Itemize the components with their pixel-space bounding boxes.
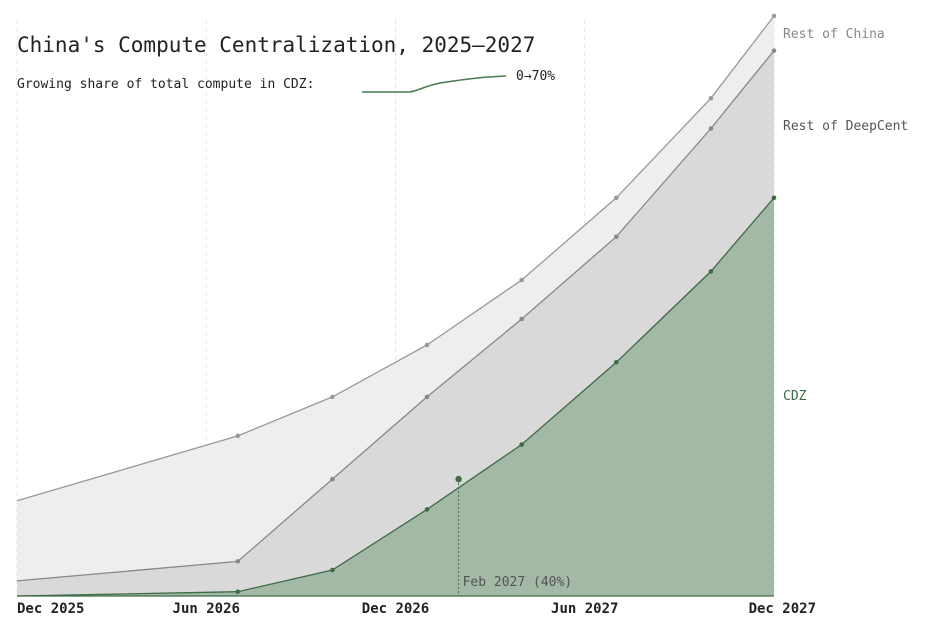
point-rest-of-china-1 bbox=[235, 433, 241, 439]
area-cdz bbox=[17, 197, 774, 597]
annotation-label: Feb 2027 (40%) bbox=[463, 575, 573, 590]
point-cdz-5 bbox=[613, 359, 619, 365]
x-tick-label: Dec 2025 bbox=[17, 601, 84, 617]
annotation-layer: Feb 2027 (40%) bbox=[455, 475, 573, 596]
point-cdz-3 bbox=[424, 507, 430, 512]
x-tick-label: Dec 2027 bbox=[749, 601, 816, 617]
line-rest-of-deepcent bbox=[16, 50, 775, 582]
point-rest-of-deepcent-2 bbox=[330, 476, 335, 482]
x-axis: Dec 2025 Jun 2026 Dec 2026 Jun 2027 Dec 2027 bbox=[17, 601, 816, 617]
point-rest-of-deepcent-5 bbox=[613, 234, 619, 240]
series-labels: CDZ Rest of DeepCent Rest of China bbox=[783, 27, 908, 404]
point-cdz-1 bbox=[235, 589, 241, 594]
point-rest-of-deepcent-7 bbox=[771, 48, 777, 53]
x-tick-label: Jun 2026 bbox=[173, 601, 240, 617]
point-rest-of-china-2 bbox=[330, 394, 335, 400]
area-layer bbox=[16, 15, 775, 597]
line-rest-of-china bbox=[16, 15, 775, 502]
line-cdz bbox=[16, 197, 775, 597]
series-label-cdz: CDZ bbox=[783, 389, 807, 404]
marker-layer bbox=[17, 13, 777, 597]
chart-subtitle: Growing share of total compute in CDZ: bbox=[17, 77, 314, 92]
point-rest-of-china-4 bbox=[519, 277, 524, 283]
annotation-point bbox=[455, 475, 462, 483]
point-rest-of-deepcent-6 bbox=[708, 126, 714, 131]
point-rest-of-deepcent-4 bbox=[519, 316, 524, 322]
subtitle-sparkline bbox=[362, 75, 507, 93]
point-rest-of-deepcent-1 bbox=[235, 559, 241, 564]
x-tick-label: Jun 2027 bbox=[551, 601, 618, 617]
point-cdz-2 bbox=[330, 567, 335, 573]
point-rest-of-deepcent-3 bbox=[424, 394, 430, 400]
point-rest-of-china-5 bbox=[613, 195, 619, 201]
point-cdz-7 bbox=[771, 195, 777, 201]
point-rest-of-china-6 bbox=[708, 95, 714, 101]
series-label-rest-of-china: Rest of China bbox=[783, 27, 885, 42]
chart-title: China's Compute Centralization, 2025–202… bbox=[17, 33, 535, 57]
subtitle-range: 0→70% bbox=[516, 69, 555, 84]
point-rest-of-china-3 bbox=[424, 342, 430, 348]
series-label-rest-of-deepcent: Rest of DeepCent bbox=[783, 119, 908, 134]
x-tick-label: Dec 2026 bbox=[362, 601, 429, 617]
point-rest-of-china-7 bbox=[771, 13, 777, 19]
point-cdz-4 bbox=[519, 442, 524, 447]
point-cdz-6 bbox=[708, 269, 714, 274]
